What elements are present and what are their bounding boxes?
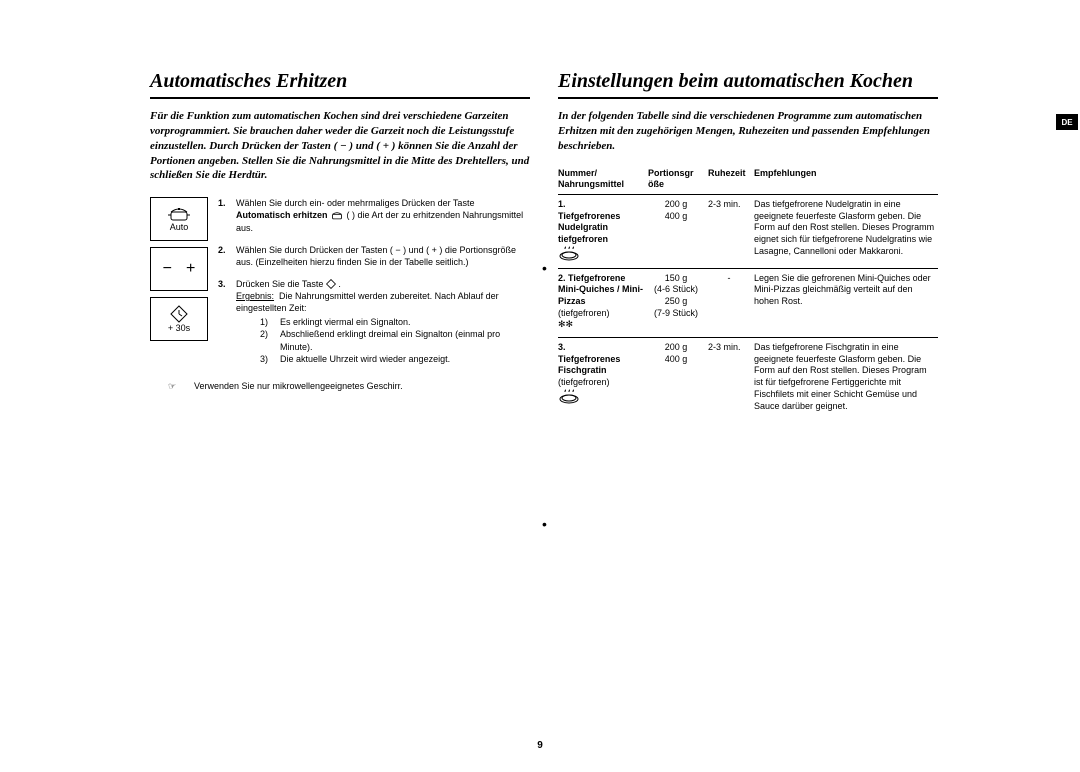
th-rest: Ruhezeit — [708, 168, 754, 191]
left-heading: Automatisches Erhitzen — [150, 70, 530, 99]
start-diamond-icon — [170, 305, 188, 323]
row3-name: 3. Tiefgefrorenes Fischgratin (tiefgefro… — [558, 342, 648, 412]
auto-label: Auto — [170, 222, 189, 232]
pot-icon — [167, 206, 191, 222]
sub-1-n: 1) — [260, 316, 280, 328]
control-buttons-column: Auto − + + 30s — [150, 197, 208, 375]
step-3-result-text: Die Nahrungsmittel werden zubereitet. Na… — [236, 291, 499, 313]
row2-p0: 150 g — [648, 273, 704, 285]
sub-1: 1)Es erklingt viermal ein Signalton. — [260, 316, 530, 328]
hole-icon: • — [542, 516, 547, 532]
th-portion-b: öße — [648, 179, 664, 189]
table-row: 2. Tiefgefrorene Mini-Quiches / Mini-Piz… — [558, 269, 938, 338]
step-3-body: Drücken Sie die Taste . Ergebnis: Die Na… — [236, 278, 530, 365]
step-1-bold: Automatisch erhitzen — [236, 210, 328, 220]
row2-num: 2. — [558, 273, 566, 283]
step-1-pre: Wählen Sie durch ein- oder mehrmaliges D… — [236, 198, 474, 208]
dish-steam-icon — [558, 389, 644, 405]
step-2: 2. Wählen Sie durch Drücken der Tasten (… — [218, 244, 530, 268]
row1-num: 1. — [558, 199, 566, 209]
step-1-num: 1. — [218, 197, 236, 233]
row3-portion: 200 g 400 g — [648, 342, 708, 412]
row2-rest: - — [708, 273, 754, 331]
hole-icon: • — [542, 260, 547, 276]
table-row: 1. Tiefgefrorenes Nudelgratin tiefgefror… — [558, 195, 938, 269]
auto-heat-button: Auto — [150, 197, 208, 241]
left-body: Auto − + + 30s 1. — [150, 197, 530, 375]
step-3-sublist: 1)Es erklingt viermal ein Signalton. 2)A… — [260, 316, 530, 365]
step-3: 3. Drücken Sie die Taste . Ergebnis: Die… — [218, 278, 530, 365]
row3-name-plain: (tiefgefroren) — [558, 377, 610, 387]
right-column: Einstellungen beim automatischen Kochen … — [558, 70, 938, 690]
row3-num: 3. — [558, 342, 566, 352]
th-name: Nummer/Nahrungsmittel — [558, 168, 648, 191]
minus-icon: − — [163, 260, 172, 278]
step-3-line1: Drücken Sie die Taste — [236, 279, 323, 289]
language-tab: DE — [1056, 114, 1078, 130]
row1-portion: 200 g 400 g — [648, 199, 708, 262]
step-1: 1. Wählen Sie durch ein- oder mehrmalige… — [218, 197, 530, 233]
dish-steam-icon — [558, 246, 644, 262]
th-name-b: Nahrungsmittel — [558, 179, 624, 189]
right-intro: In der folgenden Tabelle sind die versch… — [558, 109, 938, 154]
step-2-body: Wählen Sie durch Drücken der Tasten ( − … — [236, 244, 530, 268]
start-inline-icon — [326, 279, 336, 289]
row3-rest: 2-3 min. — [708, 342, 754, 412]
sub-1-t: Es erklingt viermal ein Signalton. — [280, 316, 411, 328]
start-30s-button: + 30s — [150, 297, 208, 341]
row2-name-plain: (tiefgefroren) — [558, 308, 610, 318]
note-icon: ☞ — [150, 381, 194, 392]
row1-rest: 2-3 min. — [708, 199, 754, 262]
right-heading: Einstellungen beim automatischen Kochen — [558, 70, 938, 99]
plus-icon: + — [186, 260, 195, 278]
step-1-body: Wählen Sie durch ein- oder mehrmaliges D… — [236, 197, 530, 233]
binder-holes: • • — [542, 260, 547, 772]
row1-rec: Das tiefgefrorene Nudelgratin in eine ge… — [754, 199, 938, 262]
th-name-a: Nummer/ — [558, 168, 597, 178]
row1-name-bold: Tiefgefrorenes Nudelgratin tiefgefroren — [558, 211, 620, 244]
programs-table: Nummer/Nahrungsmittel Portionsgröße Ruhe… — [558, 168, 938, 419]
sub-2: 2)Abschließend erklingt dreimal ein Sign… — [260, 328, 530, 352]
note-text: Verwenden Sie nur mikrowellengeeignetes … — [194, 381, 530, 392]
sub-3-n: 3) — [260, 353, 280, 365]
row2-rec: Legen Sie die gefrorenen Mini-Quiches od… — [754, 273, 938, 331]
row2-p3: (7-9 Stück) — [648, 308, 704, 320]
snowflake-icon: ✻✻ — [558, 319, 573, 329]
row1-p0: 200 g — [648, 199, 704, 211]
th-portion-a: Portionsgr — [648, 168, 694, 178]
row3-p1: 400 g — [648, 354, 704, 366]
row3-p0: 200 g — [648, 342, 704, 354]
row2-p1: (4-6 Stück) — [648, 284, 704, 296]
note-row: ☞ Verwenden Sie nur mikrowellengeeignete… — [150, 381, 530, 392]
step-2-num: 2. — [218, 244, 236, 268]
row2-p2: 250 g — [648, 296, 704, 308]
step-3-result-label: Ergebnis: — [236, 291, 274, 301]
row2-name-bold: Tiefgefrorene Mini-Quiches / Mini-Pizzas — [558, 273, 643, 306]
minus-plus-button: − + — [150, 247, 208, 291]
table-row: 3. Tiefgefrorenes Fischgratin (tiefgefro… — [558, 338, 938, 418]
plus-30s-label: + 30s — [168, 323, 190, 333]
page-number: 9 — [537, 740, 543, 751]
row2-portion: 150 g (4-6 Stück) 250 g (7-9 Stück) — [648, 273, 708, 331]
steps-column: 1. Wählen Sie durch ein- oder mehrmalige… — [218, 197, 530, 375]
row1-name: 1. Tiefgefrorenes Nudelgratin tiefgefror… — [558, 199, 648, 262]
pot-inline-icon — [330, 211, 344, 220]
table-header: Nummer/Nahrungsmittel Portionsgröße Ruhe… — [558, 168, 938, 195]
th-portion: Portionsgröße — [648, 168, 708, 191]
row3-rec: Das tiefgefrorene Fischgratin in eine ge… — [754, 342, 938, 412]
sub-3: 3)Die aktuelle Uhrzeit wird wieder angez… — [260, 353, 530, 365]
sub-2-n: 2) — [260, 328, 280, 352]
step-3-num: 3. — [218, 278, 236, 365]
row1-p1: 400 g — [648, 211, 704, 223]
sub-2-t: Abschließend erklingt dreimal ein Signal… — [280, 328, 530, 352]
row3-name-bold: Tiefgefrorenes Fischgratin — [558, 354, 620, 376]
sub-3-t: Die aktuelle Uhrzeit wird wieder angezei… — [280, 353, 450, 365]
left-intro: Für die Funktion zum automatischen Koche… — [150, 109, 530, 183]
left-column: Automatisches Erhitzen Für die Funktion … — [150, 70, 530, 690]
row2-name: 2. Tiefgefrorene Mini-Quiches / Mini-Piz… — [558, 273, 648, 331]
th-rec: Empfehlungen — [754, 168, 938, 191]
